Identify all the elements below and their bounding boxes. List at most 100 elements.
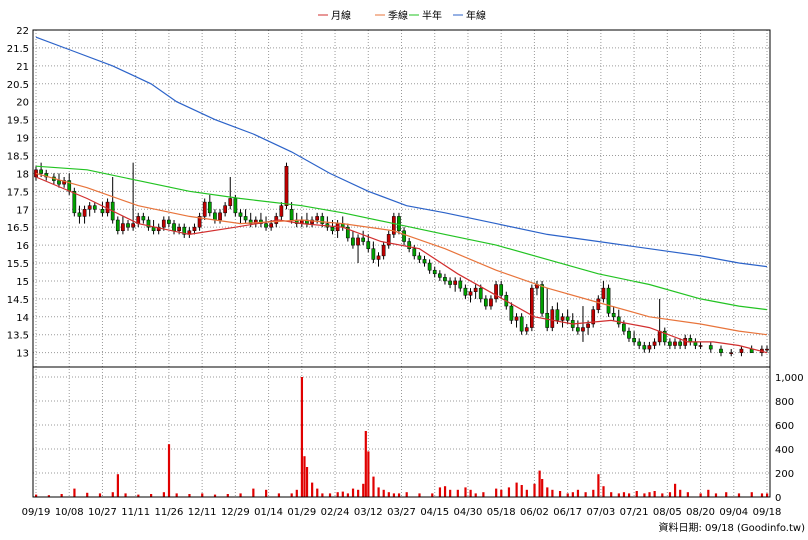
volume-bar	[558, 491, 562, 497]
volume-bar	[538, 470, 541, 497]
candle-body	[121, 223, 125, 232]
volume-bar	[686, 492, 689, 497]
candle-body	[448, 280, 452, 285]
date-tick-label: 06/02	[520, 507, 549, 518]
candle-body	[407, 241, 412, 249]
date-tick-label: 07/21	[620, 507, 649, 518]
candle-body	[371, 248, 376, 260]
candle-body	[719, 348, 723, 353]
volume-bar	[760, 493, 764, 497]
candle-body	[92, 205, 97, 210]
candle-body	[540, 284, 544, 314]
volume-bar	[277, 493, 281, 497]
volume-bar	[653, 491, 656, 497]
date-tick-label: 04/30	[454, 507, 483, 518]
volume-axis-ticks: 0 200 400 600 800 1,000	[775, 373, 804, 504]
price-tick-label: 19	[16, 134, 29, 145]
volume-bars	[35, 377, 769, 497]
volume-bar	[469, 489, 472, 497]
candle-body	[412, 248, 417, 257]
volume-bar	[431, 493, 434, 497]
date-tick-label: 12/11	[188, 507, 217, 518]
candle-body	[115, 219, 120, 232]
volume-bar	[576, 489, 580, 497]
volume-bar	[610, 492, 613, 497]
candle-body	[381, 244, 386, 257]
candle-body	[468, 291, 473, 296]
volume-bar	[668, 492, 672, 497]
candle-body	[647, 345, 652, 350]
candle-body	[642, 345, 647, 350]
candle-body	[82, 209, 87, 217]
volume-bar	[525, 489, 528, 497]
candle-body	[345, 226, 350, 239]
volume-bar	[566, 493, 569, 497]
date-tick-label: 08/05	[653, 507, 682, 518]
candle-body	[269, 223, 273, 228]
candle-body	[284, 165, 289, 206]
volume-bar	[321, 493, 324, 497]
candle-body	[213, 212, 217, 221]
volume-bar	[627, 493, 631, 497]
volume-bar	[201, 493, 204, 497]
volume-bar	[111, 492, 114, 497]
price-axis-ticks: 13 13.5 14 14.5 15 15.5 16 16.5 17 17.5 18 18.5 19 19…	[7, 26, 29, 360]
volume-tick-label: 200	[775, 469, 794, 480]
date-tick-label: 01/14	[254, 507, 283, 518]
volume-bar	[295, 489, 298, 497]
volume-bar	[372, 476, 375, 497]
price-tick-label: 21.5	[7, 44, 29, 55]
price-tick-label: 21	[16, 62, 29, 73]
volume-tick-label: 1,000	[775, 373, 804, 384]
candle-body	[581, 327, 585, 332]
price-tick-label: 17	[16, 205, 29, 216]
candle-body	[576, 327, 580, 332]
volume-bar	[597, 474, 600, 497]
candle-body	[560, 316, 565, 321]
candle-body	[391, 216, 396, 235]
candle-body	[453, 280, 458, 285]
candle-body	[351, 237, 355, 246]
price-tick-label: 22	[16, 26, 29, 37]
candle-body	[376, 255, 381, 260]
volume-bar	[714, 493, 718, 497]
candle-body	[310, 219, 314, 224]
volume-bar	[290, 493, 293, 497]
volume-bar	[737, 493, 741, 497]
volume-bar	[541, 479, 544, 497]
legend-label-季線: 季線	[388, 9, 408, 22]
volume-bar	[592, 489, 595, 497]
volume-bar	[679, 489, 682, 497]
legend-label-月線: 月線	[331, 9, 351, 22]
candle-body	[202, 201, 207, 217]
date-tick-label: 05/18	[487, 507, 516, 518]
volume-bar	[464, 487, 467, 497]
candle-body	[652, 341, 657, 346]
date-tick-label: 10/08	[55, 507, 84, 518]
candle-body	[57, 180, 61, 185]
candle-body	[662, 330, 667, 343]
volume-bar	[47, 495, 50, 497]
date-tick-label: 03/12	[354, 507, 383, 518]
candle-body	[386, 234, 391, 246]
date-tick-label: 11/26	[154, 507, 183, 518]
volume-bar	[60, 494, 63, 497]
candle-body	[172, 223, 176, 232]
volume-bar	[367, 451, 370, 497]
volume-bar	[551, 489, 554, 497]
candle-body	[514, 316, 519, 321]
candle-body	[228, 198, 233, 206]
volume-bar	[357, 489, 360, 497]
candle-body	[177, 226, 181, 232]
volume-bar	[500, 489, 503, 497]
volume-bar	[443, 486, 447, 497]
date-axis-ticks: 09/19 10/08 10/27 11/11 11/26 12/11 12/29 01/14…	[22, 507, 782, 518]
candle-body	[279, 205, 284, 217]
candle-body	[499, 284, 504, 296]
candle-body	[192, 226, 197, 232]
volume-bar	[456, 489, 459, 497]
candle-body	[432, 269, 437, 275]
volume-bar	[137, 494, 140, 497]
candle-body	[330, 226, 335, 232]
candle-body	[100, 209, 105, 214]
